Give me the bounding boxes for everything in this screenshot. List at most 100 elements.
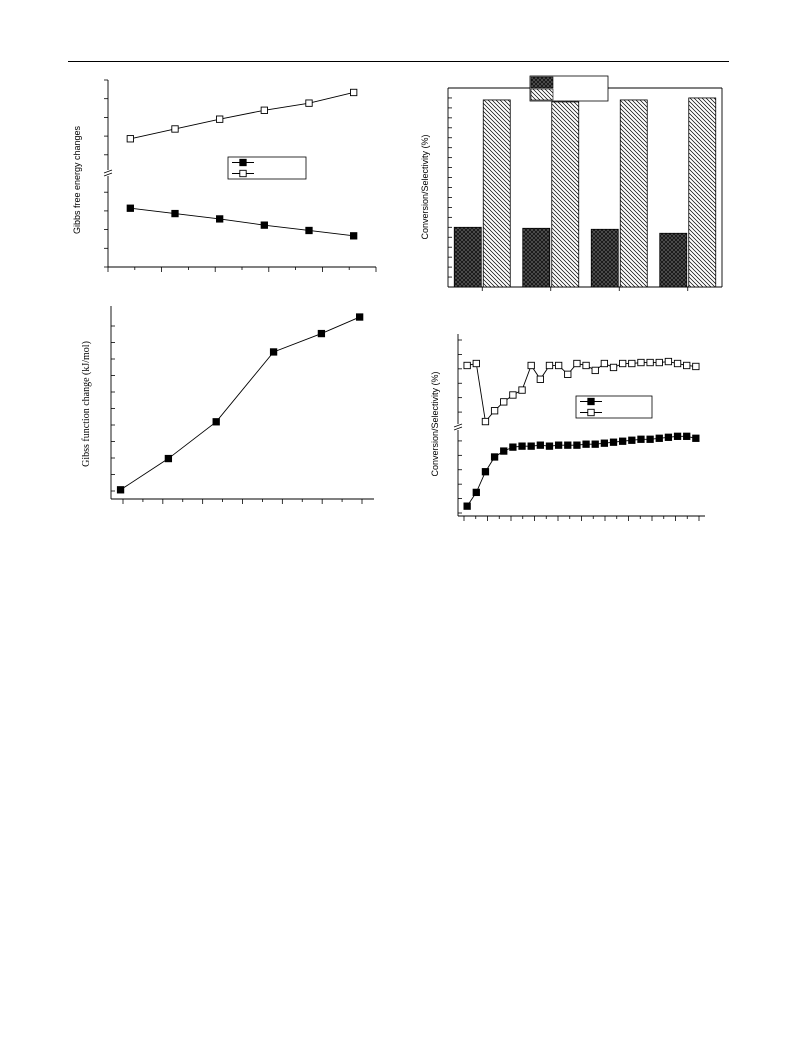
y-axis-title-conversion-time: Conversion/Selectivity (%) (430, 371, 440, 476)
cst-series-1-point (554, 441, 563, 449)
gfc-series-point (116, 486, 125, 494)
cst-series-1-line (466, 435, 696, 507)
cst-legend-marker (587, 397, 595, 406)
cst-series-1-point (673, 432, 682, 440)
cst-series-1-point (500, 447, 508, 455)
gibbs-series-2-point (126, 135, 134, 143)
gibbs-series-1-point (216, 215, 224, 223)
gibbs-series-2-point (260, 106, 268, 114)
bar-selectivity (619, 99, 648, 288)
cst-series-2-point (545, 361, 554, 370)
bar-selectivity (551, 101, 580, 288)
page-header-rule (68, 61, 729, 62)
cst-series-2-point (527, 361, 535, 370)
cst-series-1-point (509, 443, 517, 451)
cst-series-1-point (655, 434, 663, 442)
cst-series-2-point (683, 361, 691, 370)
bars-legend-swatch-conversion (530, 76, 554, 89)
cst-series-2-point (692, 362, 700, 371)
cst-series-1-point (646, 435, 654, 443)
cst-series-2-point (591, 366, 599, 375)
cst-series-1-point (609, 438, 618, 446)
gibbs-series-1-point (126, 204, 134, 212)
cst-series-1-point (628, 436, 636, 444)
cst-legend-marker (587, 408, 595, 417)
y-axis-title-gibbs-free-energy: Gibbs free energy changes (72, 125, 82, 234)
cst-series-2-point (490, 407, 499, 415)
gibbs-series-1-point (305, 226, 313, 235)
cst-series-1-point (573, 441, 581, 449)
bar-conversion (659, 232, 688, 288)
cst-series-2-point (582, 361, 590, 370)
cst-series-1-point (664, 433, 673, 441)
cst-series-1-point (527, 442, 535, 450)
gibbs-series-1-point (260, 221, 268, 229)
gibbs-series-2-point (350, 88, 358, 97)
cst-series-2-point (518, 386, 526, 394)
cst-series-2-point (655, 358, 663, 367)
gibbs-legend-marker (239, 158, 247, 167)
cst-series-1-point (536, 441, 544, 449)
axis-break-mark (453, 426, 463, 431)
cst-series-2-point (472, 359, 480, 368)
bar-selectivity (688, 97, 717, 288)
panel-conversion-bars (447, 75, 723, 291)
cst-series-1-point (463, 502, 471, 510)
cst-series-2-point (536, 375, 544, 383)
cst-series-1-point (683, 432, 691, 440)
cst-series-2-point (564, 370, 572, 378)
cst-series-1-point (637, 435, 645, 443)
gfc-series-point (164, 454, 173, 463)
cst-series-2-point (637, 358, 645, 367)
cst-series-1-point (582, 440, 590, 448)
cst-series-2-point (609, 363, 618, 372)
gfc-series-point (212, 418, 220, 426)
bar-selectivity (482, 99, 511, 288)
gibbs-series-2-point (305, 99, 313, 107)
cst-series-2-point (619, 359, 627, 368)
cst-series-2-point (664, 357, 673, 366)
cst-series-1-point (692, 434, 700, 442)
cst-series-1-point (518, 442, 526, 450)
gfc-series-point (269, 348, 278, 356)
y-axis-title-conversion-bars: Conversion/Selectivity (%) (420, 134, 430, 239)
cst-series-1-point (600, 439, 609, 447)
cst-series-1-point (591, 440, 599, 448)
gfc-series-line (120, 316, 360, 491)
cst-series-1-point (490, 453, 499, 461)
cst-series-2-point (673, 359, 682, 368)
axis-break-mark (103, 172, 113, 177)
axis-break-mark (453, 423, 463, 428)
cst-series-1-point (472, 488, 480, 497)
gfc-series-point (317, 329, 326, 338)
panel-gibbs-function-change (110, 306, 374, 504)
cst-series-2-point (600, 359, 609, 368)
bar-conversion (590, 228, 619, 288)
cst-series-2-point (500, 398, 508, 406)
bar-conversion (522, 227, 551, 288)
cst-series-2-point (628, 359, 636, 368)
cst-series-1-point (619, 437, 627, 445)
cst-series-2-point (463, 361, 471, 370)
cst-series-1-point (545, 442, 554, 450)
panel-conversion-time (453, 334, 705, 521)
y-axis-title-gibbs-function-change: Gibss function change (kJ/mol) (81, 341, 92, 467)
panel-gibbs-free-energy (103, 79, 377, 272)
cst-series-2-point (554, 361, 563, 370)
gibbs-series-2-point (171, 125, 179, 133)
gibbs-legend-marker (239, 169, 247, 178)
bars-legend-swatch-selectivity (530, 88, 554, 101)
cst-series-2-point (509, 391, 517, 399)
cst-series-2-point (573, 359, 581, 368)
axis-break-mark (103, 169, 113, 174)
gibbs-series-1-point (350, 232, 358, 240)
gfc-series-point (356, 313, 364, 321)
gibbs-series-2-line (130, 92, 354, 140)
axis-break-gap (454, 424, 462, 430)
gibbs-series-2-point (216, 115, 224, 123)
cst-series-1-point (564, 441, 572, 449)
cst-series-1-point (481, 468, 490, 476)
cst-series-2-point (481, 417, 490, 426)
bar-conversion (453, 226, 482, 288)
